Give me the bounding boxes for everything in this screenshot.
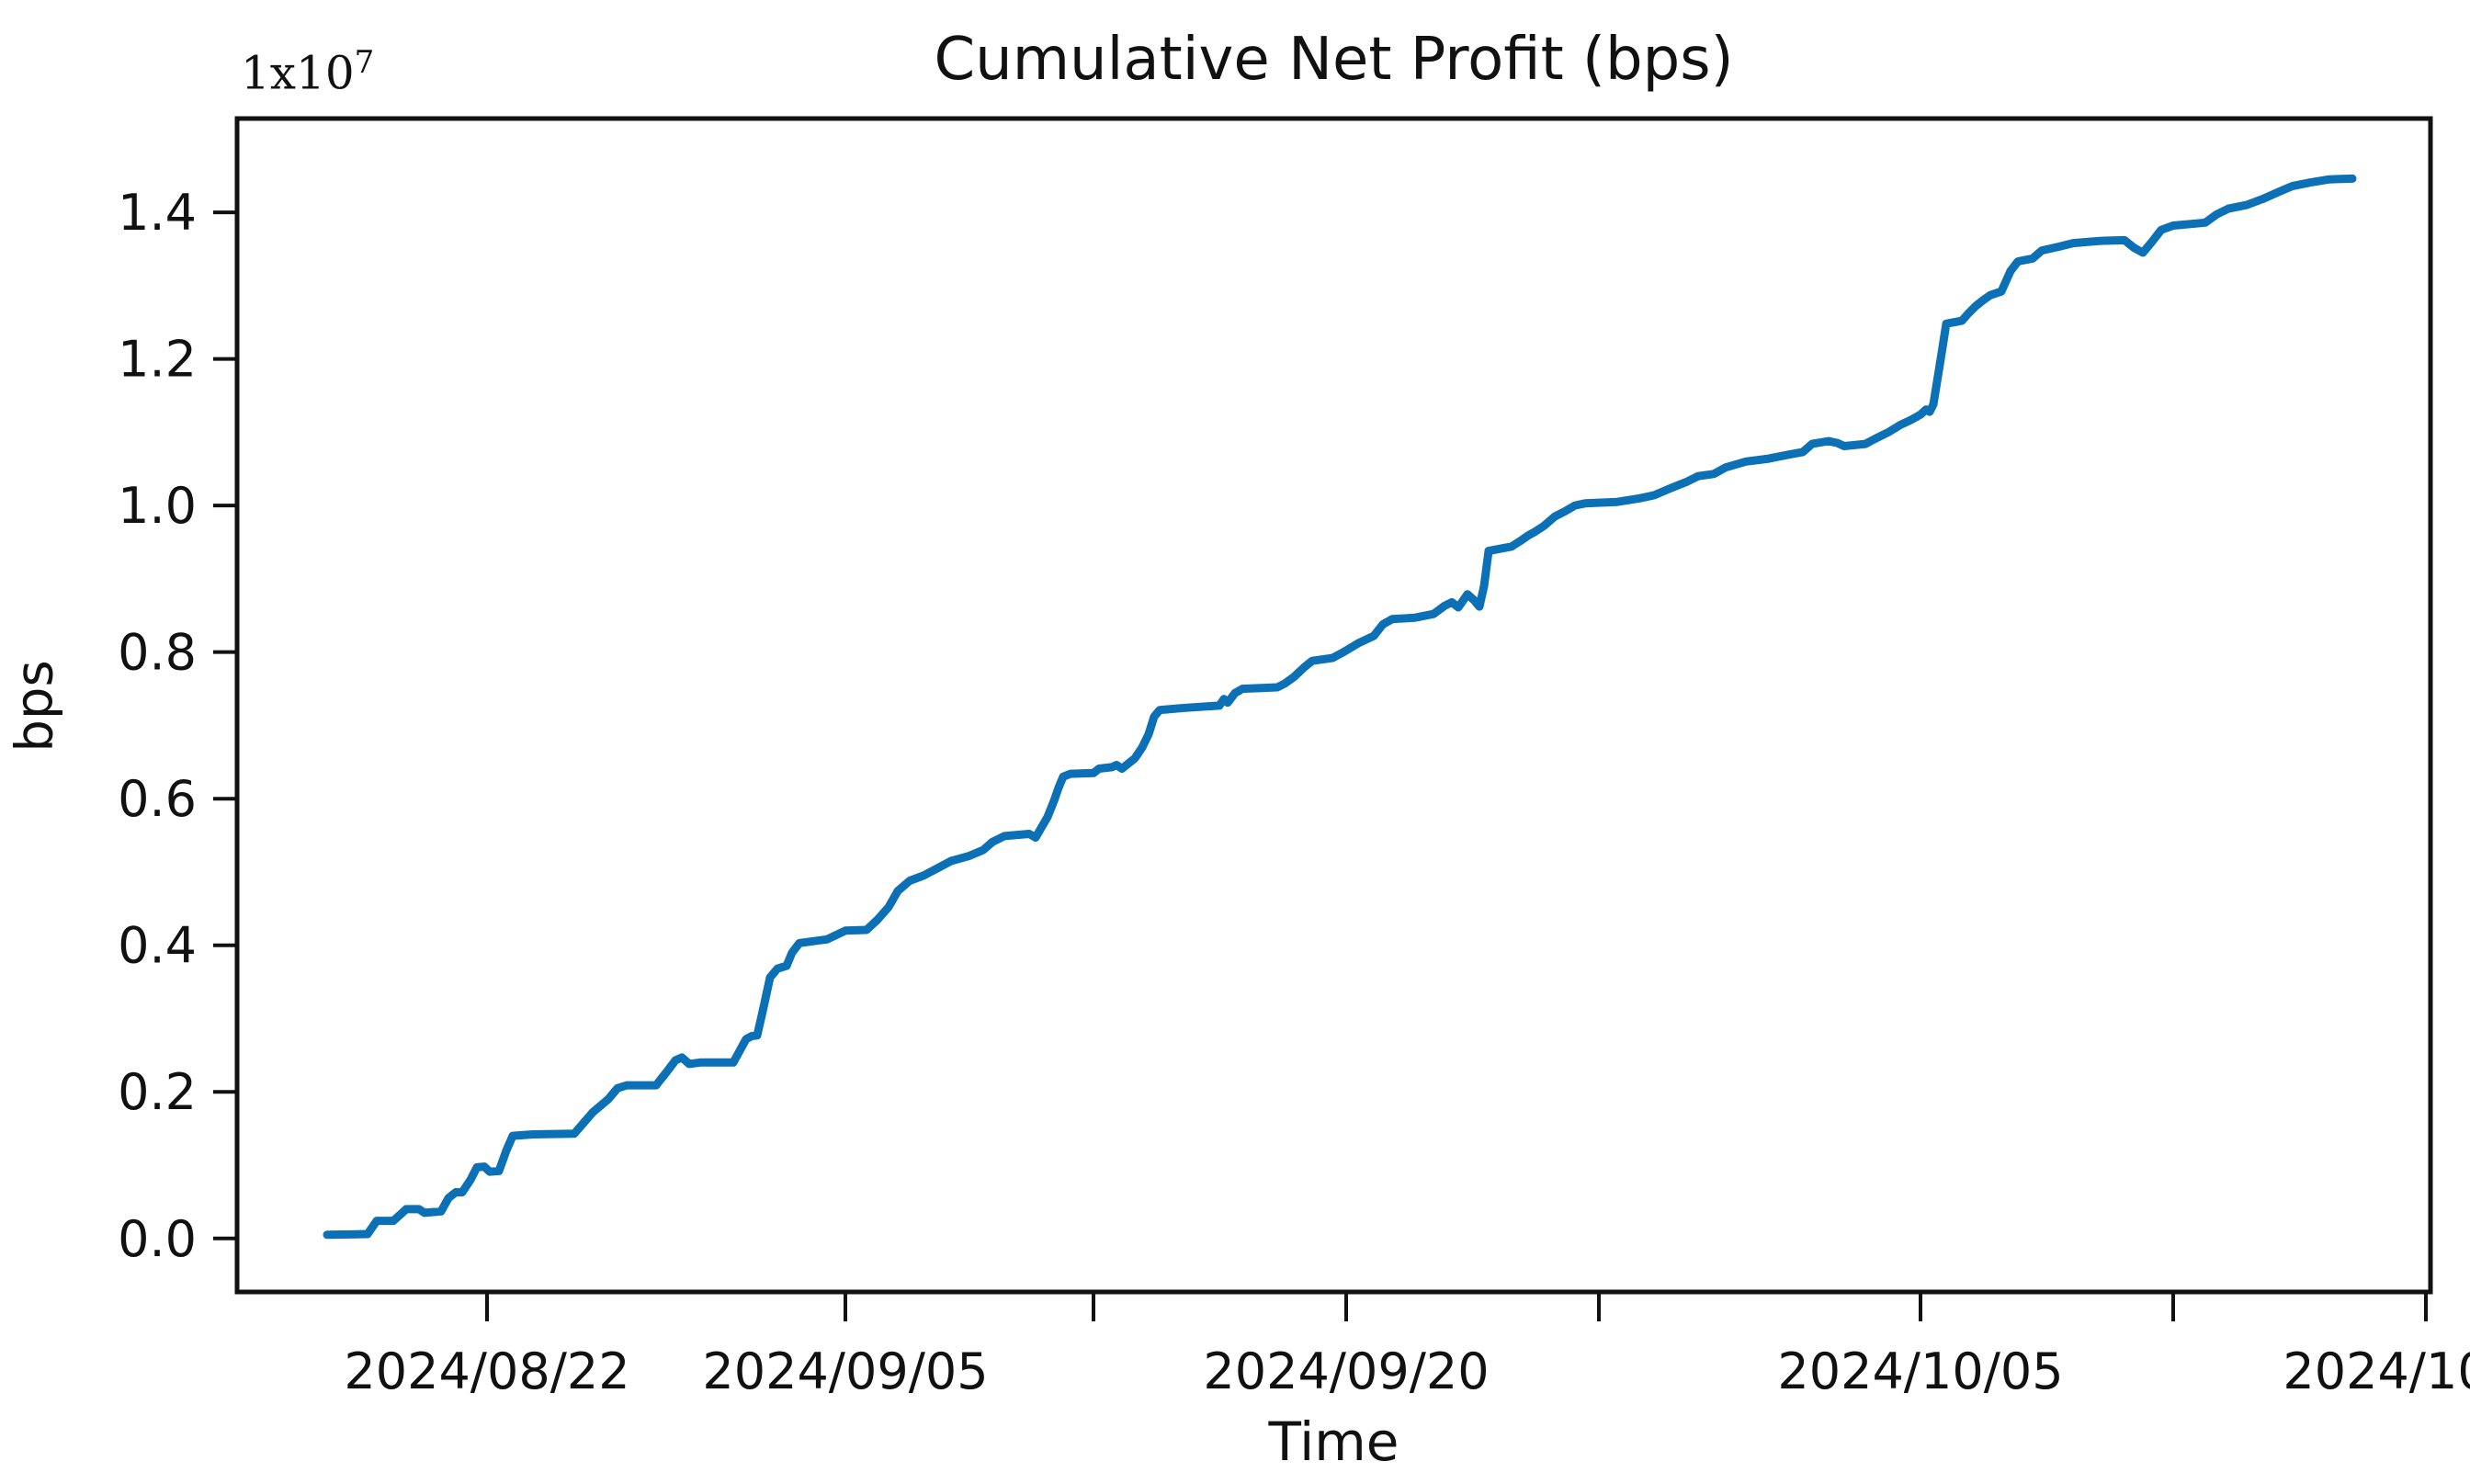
- svg-text:2024/08/22: 2024/08/22: [344, 1342, 629, 1400]
- svg-text:1.4: 1.4: [118, 184, 197, 242]
- svg-text:2024/09/20: 2024/09/20: [1203, 1342, 1489, 1400]
- y-axis-offset-text: 1x107: [241, 44, 374, 100]
- svg-text:1.2: 1.2: [118, 331, 197, 389]
- svg-text:0.4: 0.4: [118, 917, 197, 975]
- svg-text:2024/09/05: 2024/09/05: [702, 1342, 988, 1400]
- svg-text:0.8: 0.8: [118, 624, 197, 682]
- chart-title: Cumulative Net Profit (bps): [934, 26, 1734, 94]
- offset-exponent: 7: [354, 44, 375, 81]
- svg-text:0.6: 0.6: [118, 770, 197, 828]
- svg-text:0.2: 0.2: [118, 1063, 197, 1121]
- svg-text:2024/10/15: 2024/10/15: [2283, 1342, 2470, 1400]
- offset-base: 1x10: [241, 46, 355, 100]
- svg-text:0.0: 0.0: [118, 1210, 197, 1268]
- x-axis-label: Time: [1268, 1410, 1399, 1473]
- svg-text:2024/10/05: 2024/10/05: [1777, 1342, 2063, 1400]
- svg-text:1.0: 1.0: [118, 477, 197, 535]
